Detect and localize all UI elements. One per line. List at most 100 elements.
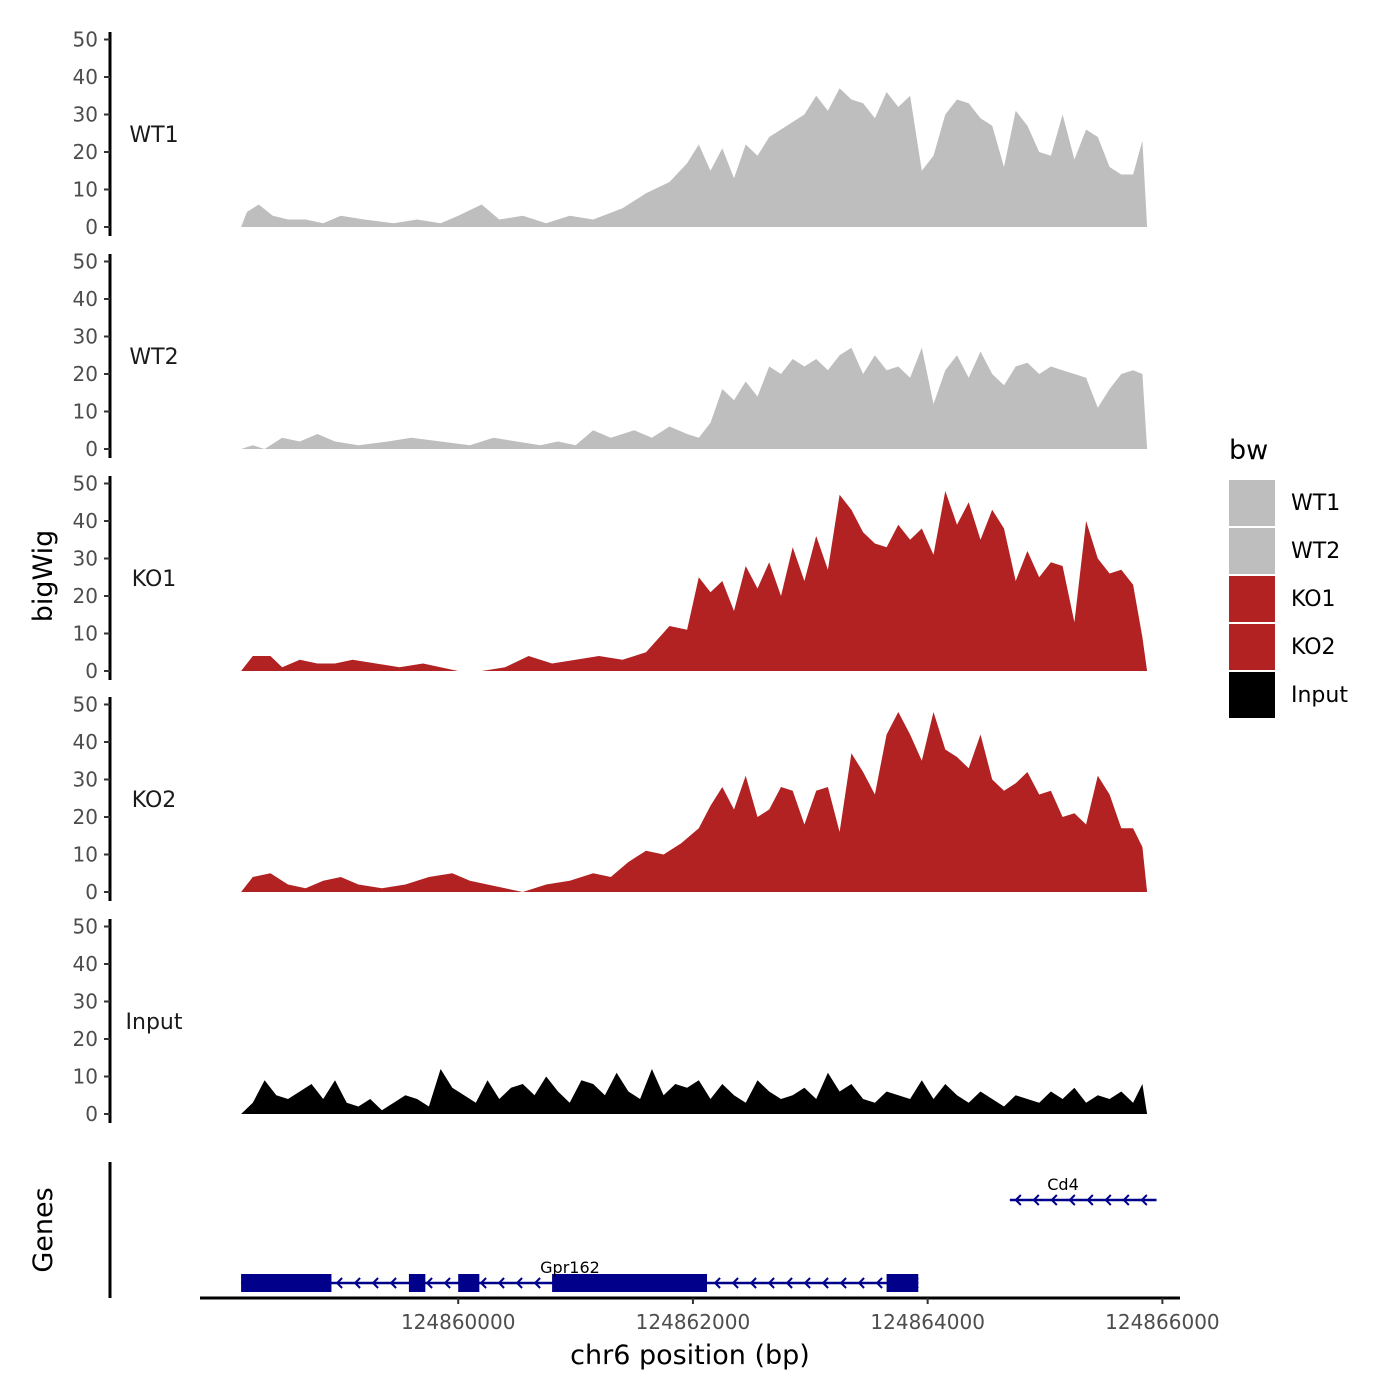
strand-arrow-gpr162 bbox=[515, 1277, 523, 1289]
strand-arrow-gpr162 bbox=[767, 1277, 775, 1289]
x-tick-label: 124866000 bbox=[1105, 1310, 1220, 1334]
y-tick-label-wt2: 40 bbox=[73, 287, 98, 311]
coverage-area-ko1 bbox=[241, 491, 1148, 671]
strand-arrow-gpr162 bbox=[731, 1277, 739, 1289]
exon-gpr162 bbox=[552, 1274, 708, 1292]
x-axis: 124860000 124862000 124864000 124866000 bbox=[200, 1296, 1220, 1334]
y-tick-label-ko2: 20 bbox=[73, 805, 98, 829]
gene-gpr162: Gpr162 bbox=[241, 1258, 919, 1292]
y-tick-label-ko2: 10 bbox=[73, 843, 98, 867]
y-tick-label-wt2: 50 bbox=[73, 250, 98, 274]
y-tick-label-input: 40 bbox=[73, 952, 98, 976]
track-panels: 0 10 20 30 40 50 WT1 0 10 20 30 40 50 WT2 0 10 20 30 40 50 K… bbox=[73, 28, 1148, 1126]
strand-arrow-cd4 bbox=[1140, 1194, 1148, 1206]
strand-arrow-cd4 bbox=[1032, 1194, 1040, 1206]
y-tick-label-wt2: 0 bbox=[85, 437, 98, 461]
y-axis-title: bigWig bbox=[28, 530, 59, 623]
strand-arrow-cd4 bbox=[1086, 1194, 1094, 1206]
legend-label-input: Input bbox=[1291, 683, 1348, 708]
strand-arrow-gpr162 bbox=[803, 1277, 811, 1289]
y-tick-label-wt1: 50 bbox=[73, 28, 98, 52]
x-tick-label: 124864000 bbox=[870, 1310, 985, 1334]
coverage-area-wt1 bbox=[241, 88, 1148, 227]
y-tick-label-input: 0 bbox=[85, 1102, 98, 1126]
exon-gpr162 bbox=[458, 1274, 480, 1292]
legend-title: bw bbox=[1229, 435, 1268, 466]
y-tick-label-wt1: 20 bbox=[73, 140, 98, 164]
gene-label-cd4: Cd4 bbox=[1047, 1175, 1079, 1194]
track-panel-wt2: 0 10 20 30 40 50 WT2 bbox=[73, 250, 1148, 461]
y-tick-label-ko1: 20 bbox=[73, 584, 98, 608]
strand-arrow-gpr162 bbox=[875, 1277, 883, 1289]
x-tick-label: 124862000 bbox=[636, 1310, 751, 1334]
strand-arrow-gpr162 bbox=[443, 1277, 451, 1289]
exon-gpr162 bbox=[408, 1274, 426, 1292]
strand-arrow-cd4 bbox=[1014, 1194, 1022, 1206]
strand-arrow-gpr162 bbox=[533, 1277, 541, 1289]
legend-label-wt1: WT1 bbox=[1291, 491, 1340, 516]
track-panel-ko1: 0 10 20 30 40 50 KO1 bbox=[73, 472, 1148, 683]
strand-arrow-gpr162 bbox=[713, 1277, 721, 1289]
y-tick-label-wt2: 10 bbox=[73, 400, 98, 424]
track-label-wt2: WT2 bbox=[129, 345, 178, 370]
strand-arrow-gpr162 bbox=[389, 1277, 397, 1289]
y-tick-label-input: 30 bbox=[73, 990, 98, 1014]
legend-swatch-ko1 bbox=[1229, 576, 1275, 622]
y-tick-label-ko1: 30 bbox=[73, 547, 98, 571]
track-panel-wt1: 0 10 20 30 40 50 WT1 bbox=[73, 28, 1148, 239]
track-label-wt1: WT1 bbox=[129, 123, 178, 148]
exon-gpr162 bbox=[886, 1274, 919, 1292]
legend-label-ko2: KO2 bbox=[1291, 635, 1336, 660]
y-tick-label-wt2: 20 bbox=[73, 362, 98, 386]
strand-arrow-gpr162 bbox=[335, 1277, 343, 1289]
coverage-area-ko2 bbox=[241, 712, 1148, 892]
strand-arrow-gpr162 bbox=[353, 1277, 361, 1289]
legend-label-wt2: WT2 bbox=[1291, 539, 1340, 564]
y-tick-label-ko1: 50 bbox=[73, 472, 98, 496]
x-tick-label: 124860000 bbox=[401, 1310, 516, 1334]
strand-arrow-gpr162 bbox=[371, 1277, 379, 1289]
strand-arrow-gpr162 bbox=[749, 1277, 757, 1289]
coverage-area-wt2 bbox=[241, 347, 1148, 449]
legend-label-ko1: KO1 bbox=[1291, 587, 1336, 612]
strand-arrow-cd4 bbox=[1122, 1194, 1130, 1206]
x-axis-title: chr6 position (bp) bbox=[570, 1340, 810, 1371]
strand-arrow-gpr162 bbox=[839, 1277, 847, 1289]
coverage-area-input bbox=[241, 1069, 1148, 1114]
y-tick-label-input: 10 bbox=[73, 1065, 98, 1089]
legend-swatch-wt2 bbox=[1229, 528, 1275, 574]
track-label-input: Input bbox=[126, 1010, 183, 1035]
strand-arrow-cd4 bbox=[1050, 1194, 1058, 1206]
strand-arrow-gpr162 bbox=[857, 1277, 865, 1289]
y-tick-label-ko2: 50 bbox=[73, 693, 98, 717]
legend-swatch-input bbox=[1229, 672, 1275, 718]
y-tick-label-ko1: 40 bbox=[73, 509, 98, 533]
strand-arrow-gpr162 bbox=[785, 1277, 793, 1289]
y-tick-label-ko2: 0 bbox=[85, 880, 98, 904]
y-tick-label-input: 20 bbox=[73, 1027, 98, 1051]
legend-swatch-ko2 bbox=[1229, 624, 1275, 670]
strand-arrow-gpr162 bbox=[821, 1277, 829, 1289]
y-tick-label-wt2: 30 bbox=[73, 325, 98, 349]
track-label-ko1: KO1 bbox=[132, 567, 177, 592]
track-panel-ko2: 0 10 20 30 40 50 KO2 bbox=[73, 693, 1148, 904]
legend-swatch-wt1 bbox=[1229, 480, 1275, 526]
y-tick-label-input: 50 bbox=[73, 915, 98, 939]
y-tick-label-ko2: 30 bbox=[73, 768, 98, 792]
y-tick-label-ko1: 0 bbox=[85, 659, 98, 683]
exon-gpr162 bbox=[241, 1274, 332, 1292]
track-label-ko2: KO2 bbox=[132, 788, 177, 813]
genes-axis-title: Genes bbox=[28, 1187, 59, 1272]
gene-cd4: Cd4 bbox=[1009, 1175, 1157, 1206]
strand-arrow-gpr162 bbox=[425, 1277, 433, 1289]
y-tick-label-ko1: 10 bbox=[73, 622, 98, 646]
gene-track: Gpr162 Cd4 bbox=[108, 1162, 1157, 1298]
track-panel-input: 0 10 20 30 40 50 Input bbox=[73, 915, 1148, 1126]
y-tick-label-ko2: 40 bbox=[73, 730, 98, 754]
y-tick-label-wt1: 0 bbox=[85, 215, 98, 239]
strand-arrow-cd4 bbox=[1068, 1194, 1076, 1206]
y-tick-label-wt1: 40 bbox=[73, 65, 98, 89]
strand-arrow-cd4 bbox=[1104, 1194, 1112, 1206]
strand-arrow-gpr162 bbox=[479, 1277, 487, 1289]
